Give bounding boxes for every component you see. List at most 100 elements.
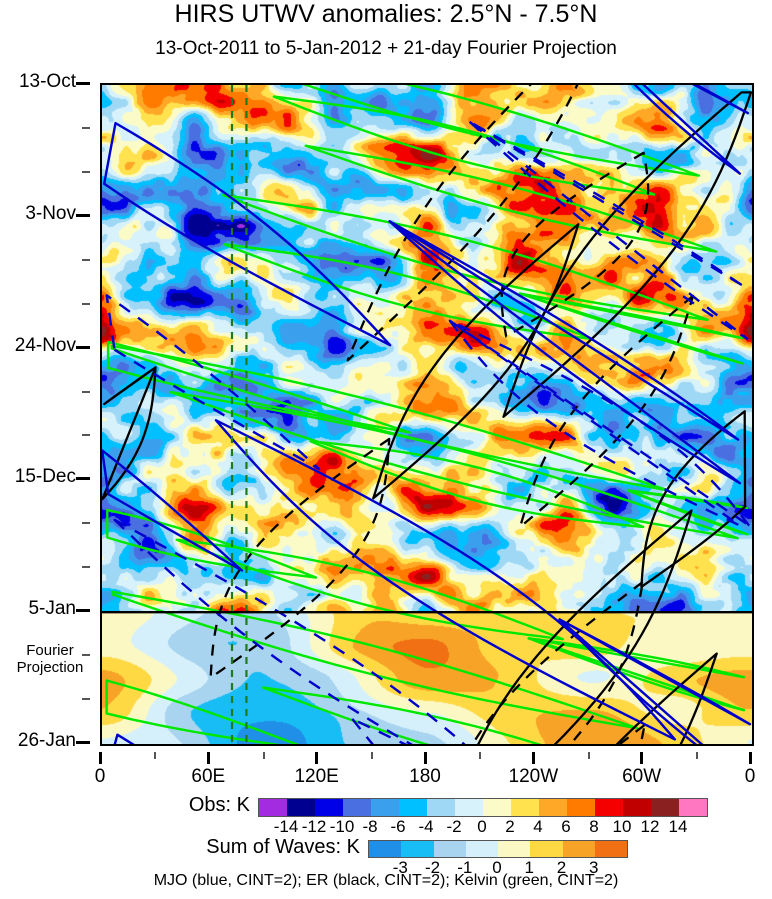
colorbar-tick-label: -10 — [329, 817, 355, 836]
colorbar-tick-label: -14 — [273, 817, 299, 836]
x-major-tick — [206, 752, 210, 764]
colorbar-swatch — [371, 799, 399, 816]
mjo-contour-negative — [468, 120, 743, 286]
colorbar-tick-label: 14 — [668, 817, 688, 836]
y-minor-tick — [82, 654, 90, 657]
colorbar-sum-of-waves-bar — [368, 840, 628, 858]
mjo-contour-positive — [692, 85, 749, 115]
er-contour-positive — [102, 366, 157, 501]
colorbar-swatch — [562, 841, 595, 857]
kelvin-contour — [518, 292, 744, 340]
x-major-tick — [423, 752, 427, 764]
y-tick-label-3-nov: 3-Nov — [25, 202, 76, 224]
x-axis-labels: 0 60E 120E 180 120W 60W 0 — [95, 752, 755, 787]
mjo-contour-negative — [468, 120, 749, 340]
er-contour-negative — [471, 580, 644, 744]
hovmoller-plot[interactable] — [100, 83, 754, 746]
colorbar-swatch — [539, 799, 567, 816]
wave-contour-overlay — [102, 85, 752, 744]
mjo-contour-positive — [633, 85, 742, 175]
colorbar-tick-label: 10 — [612, 817, 632, 836]
er-contour-negative — [500, 151, 650, 338]
colorbar-obs-bar — [258, 798, 708, 817]
er-contour-negative — [209, 437, 391, 679]
colorbar-swatch — [259, 799, 287, 816]
kelvin-contour — [175, 538, 564, 641]
colorbar-swatch — [315, 799, 343, 816]
colorbar-tick-label: 8 — [589, 817, 599, 836]
colorbar-swatch — [399, 799, 427, 816]
er-contour-positive — [502, 91, 752, 418]
y-tick-label-13-oct: 13-Oct — [18, 71, 76, 92]
kelvin-contour — [111, 590, 639, 730]
kelvin-contour — [527, 637, 746, 712]
colorbar-swatch — [511, 799, 539, 816]
colorbar-tick-label: 4 — [533, 817, 543, 836]
y-major-tick — [76, 741, 90, 744]
y-tick-label-5-jan: 5-Jan — [28, 598, 76, 620]
x-major-tick — [748, 752, 752, 764]
x-tick-label-180: 180 — [409, 766, 441, 787]
kelvin-contour — [110, 344, 670, 492]
mjo-contour-positive — [558, 618, 704, 744]
x-major-tick — [315, 752, 319, 764]
y-minor-tick — [82, 522, 90, 525]
x-tick-label-120e: 120E — [294, 766, 339, 787]
kelvin-contour — [106, 508, 318, 579]
fourier-projection-annotation: Fourier Projection — [6, 642, 94, 676]
colorbar-swatch — [427, 799, 455, 816]
y-tick-label-26-jan: 26-Jan — [17, 730, 76, 751]
kelvin-contour — [627, 489, 749, 536]
colorbar-swatch — [498, 841, 531, 857]
y-minor-tick — [82, 566, 90, 569]
colorbar-swatch — [369, 841, 402, 857]
kelvin-contour — [309, 440, 645, 529]
y-major-tick — [76, 609, 90, 613]
y-tick-label-15-dec: 15-Dec — [14, 466, 76, 488]
colorbar-swatch — [567, 799, 595, 816]
y-major-tick — [76, 477, 90, 481]
colorbar-tick-label: -6 — [390, 817, 406, 836]
y-minor-tick — [82, 170, 90, 173]
y-minor-tick — [82, 302, 90, 305]
y-minor-tick — [82, 126, 90, 129]
colorbar-swatch — [594, 841, 627, 857]
er-contour-positive — [103, 366, 157, 406]
kelvin-contour — [527, 637, 746, 679]
colorbar-obs-label: Obs: K — [188, 794, 250, 816]
mjo-contour-positive — [558, 618, 752, 726]
mjo-contour-positive — [388, 220, 740, 441]
x-major-tick — [531, 752, 535, 764]
mjo-contour-negative — [113, 518, 466, 744]
mjo-contour-negative — [448, 319, 751, 527]
colorbar-swatch — [530, 841, 563, 857]
colorbar-tick-label: -8 — [362, 817, 378, 836]
colorbar-tick-label: 0 — [492, 858, 502, 877]
x-minor-tick — [154, 752, 157, 759]
fourier-projection-line: Projection — [16, 659, 84, 677]
colorbar-tick-label: -2 — [424, 858, 441, 877]
colorbar-sum-of-waves-label: Sum of Waves: K — [206, 836, 360, 858]
mjo-contour-negative — [105, 294, 321, 471]
y-axis-labels: 13-Oct 3-Nov 24-Nov 15-Dec 5-Jan 26-Jan — [0, 71, 90, 783]
kelvin-contour — [304, 144, 718, 253]
colorbar-tick-label: -3 — [392, 858, 408, 877]
x-tick-label-0: 0 — [94, 766, 106, 787]
x-minor-tick — [262, 752, 265, 759]
y-minor-tick — [82, 390, 90, 393]
kelvin-contour — [221, 193, 709, 321]
colorbar-swatch — [651, 799, 679, 816]
x-tick-label-120w: 120W — [508, 766, 559, 787]
colorbar-swatch — [401, 841, 434, 857]
y-major-tick — [76, 82, 90, 85]
kelvin-contour — [105, 679, 299, 744]
page-subtitle: 13-Oct-2011 to 5-Jan-2012 + 21-day Fouri… — [155, 38, 617, 59]
kelvin-contour — [302, 85, 700, 177]
x-tick-label-0: 0 — [744, 766, 756, 787]
er-contour-negative — [518, 294, 695, 529]
colorbar-swatch — [433, 841, 466, 857]
x-major-tick — [640, 752, 644, 764]
colorbar-tick-label: 2 — [556, 858, 567, 877]
colorbar-swatch — [483, 799, 511, 816]
